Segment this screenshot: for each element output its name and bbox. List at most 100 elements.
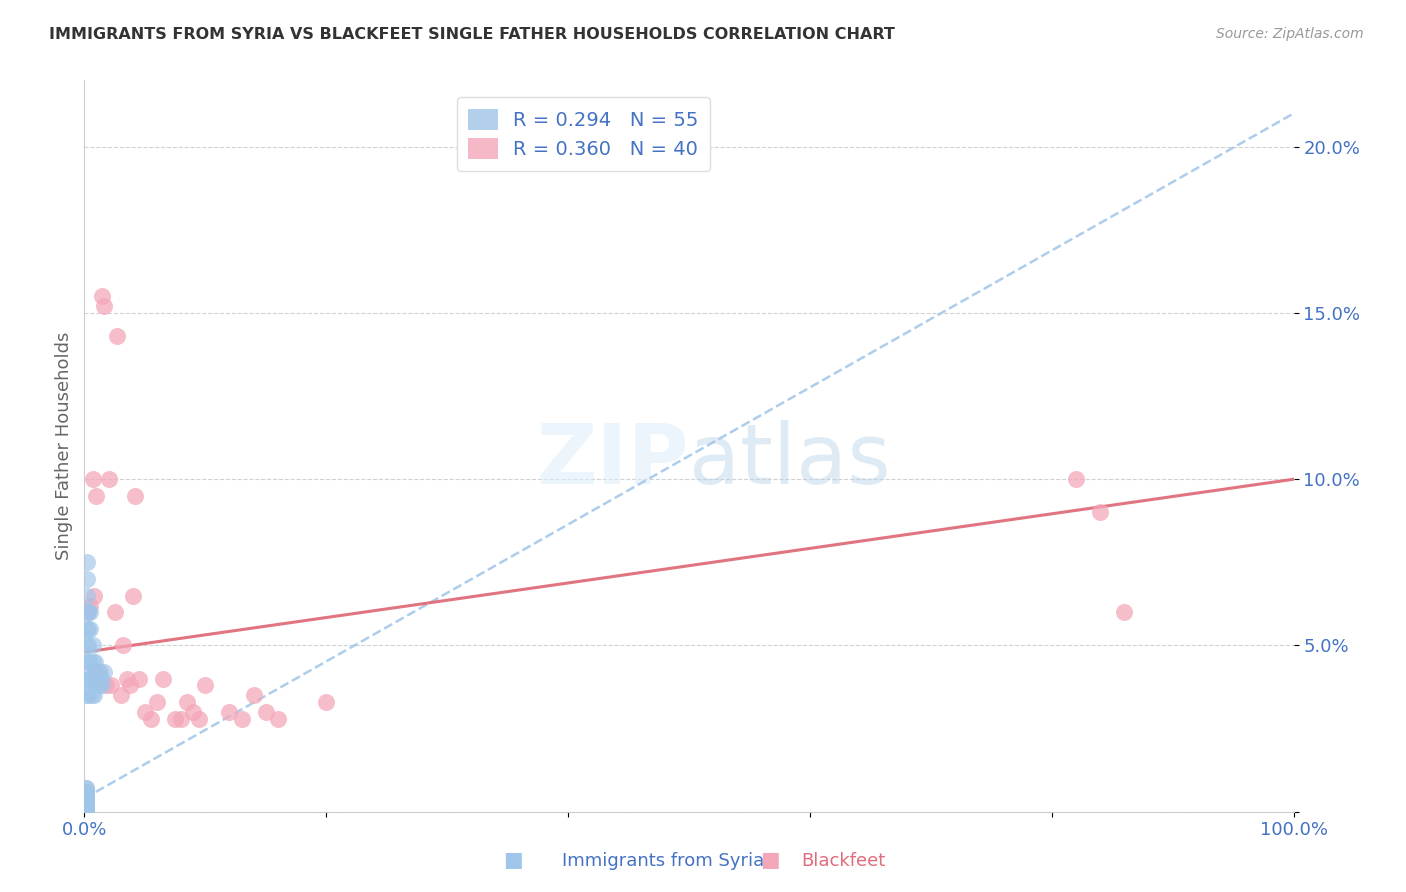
Point <box>77 655 100 669</box>
Point <box>75 788 97 802</box>
Point <box>134 705 156 719</box>
Point <box>80 672 103 686</box>
Point <box>75 795 97 809</box>
Text: IMMIGRANTS FROM SYRIA VS BLACKFEET SINGLE FATHER HOUSEHOLDS CORRELATION CHART: IMMIGRANTS FROM SYRIA VS BLACKFEET SINGL… <box>49 27 896 42</box>
Point <box>75 801 97 815</box>
Point <box>79 605 101 619</box>
Point <box>124 489 146 503</box>
Point <box>91 289 114 303</box>
Point <box>146 695 169 709</box>
Point <box>77 622 100 636</box>
Point <box>1088 506 1111 520</box>
Point <box>86 489 108 503</box>
Point <box>100 678 122 692</box>
Point <box>82 639 104 653</box>
Point <box>112 639 135 653</box>
Point <box>77 605 100 619</box>
Point <box>86 665 108 679</box>
Point <box>75 785 97 799</box>
Point <box>254 705 277 719</box>
Point <box>1114 605 1136 619</box>
Point <box>76 655 98 669</box>
Point <box>84 655 107 669</box>
Point <box>90 672 112 686</box>
Point <box>76 572 98 586</box>
Point <box>152 672 174 686</box>
Point <box>75 791 97 805</box>
Point <box>76 672 98 686</box>
Point <box>231 712 253 726</box>
Point <box>77 689 100 703</box>
Point <box>77 605 100 619</box>
Point <box>75 805 97 819</box>
Point <box>75 798 97 813</box>
Point <box>242 689 264 703</box>
Point <box>94 678 117 692</box>
Point <box>75 805 97 819</box>
Point <box>77 672 100 686</box>
Text: ■: ■ <box>503 850 523 870</box>
Point <box>104 605 127 619</box>
Point <box>75 781 97 796</box>
Point <box>86 678 108 692</box>
Point <box>218 705 240 719</box>
Point <box>76 589 98 603</box>
Point <box>165 712 187 726</box>
Point <box>120 678 142 692</box>
Point <box>82 472 104 486</box>
Point <box>194 678 217 692</box>
Point <box>79 622 101 636</box>
Legend: R = 0.294   N = 55, R = 0.360   N = 40: R = 0.294 N = 55, R = 0.360 N = 40 <box>457 97 710 170</box>
Point <box>77 672 100 686</box>
Point <box>76 605 98 619</box>
Point <box>315 695 337 709</box>
Text: ZIP: ZIP <box>537 420 689 501</box>
Point <box>75 791 97 805</box>
Point <box>75 795 97 809</box>
Point <box>121 589 143 603</box>
Point <box>75 788 97 802</box>
Point <box>75 798 97 813</box>
Point <box>83 672 105 686</box>
Point <box>75 798 97 813</box>
Point <box>79 599 101 613</box>
Point <box>83 689 105 703</box>
Point <box>75 788 97 802</box>
Point <box>80 689 103 703</box>
Point <box>181 705 204 719</box>
Point <box>86 665 108 679</box>
Point <box>267 712 290 726</box>
Point <box>87 678 110 692</box>
Point <box>115 672 138 686</box>
Point <box>91 678 114 692</box>
Text: Immigrants from Syria: Immigrants from Syria <box>562 852 765 870</box>
Text: atlas: atlas <box>689 420 890 501</box>
Point <box>89 672 111 686</box>
Point <box>75 801 97 815</box>
Point <box>76 689 98 703</box>
Point <box>170 712 193 726</box>
Point <box>176 695 198 709</box>
Y-axis label: Single Father Households: Single Father Households <box>55 332 73 560</box>
Text: Source: ZipAtlas.com: Source: ZipAtlas.com <box>1216 27 1364 41</box>
Point <box>188 712 211 726</box>
Point <box>97 472 120 486</box>
Point <box>89 665 111 679</box>
Point <box>75 785 97 799</box>
Point <box>76 555 98 569</box>
Point <box>105 329 128 343</box>
Text: Blackfeet: Blackfeet <box>801 852 886 870</box>
Point <box>86 672 108 686</box>
Point <box>110 689 132 703</box>
Point <box>75 781 97 796</box>
Point <box>83 589 105 603</box>
Point <box>93 299 115 313</box>
Point <box>139 712 162 726</box>
Point <box>128 672 150 686</box>
Point <box>77 639 100 653</box>
Point <box>93 665 115 679</box>
Point <box>75 795 97 809</box>
Point <box>1064 472 1087 486</box>
Point <box>75 795 97 809</box>
Point <box>76 622 98 636</box>
